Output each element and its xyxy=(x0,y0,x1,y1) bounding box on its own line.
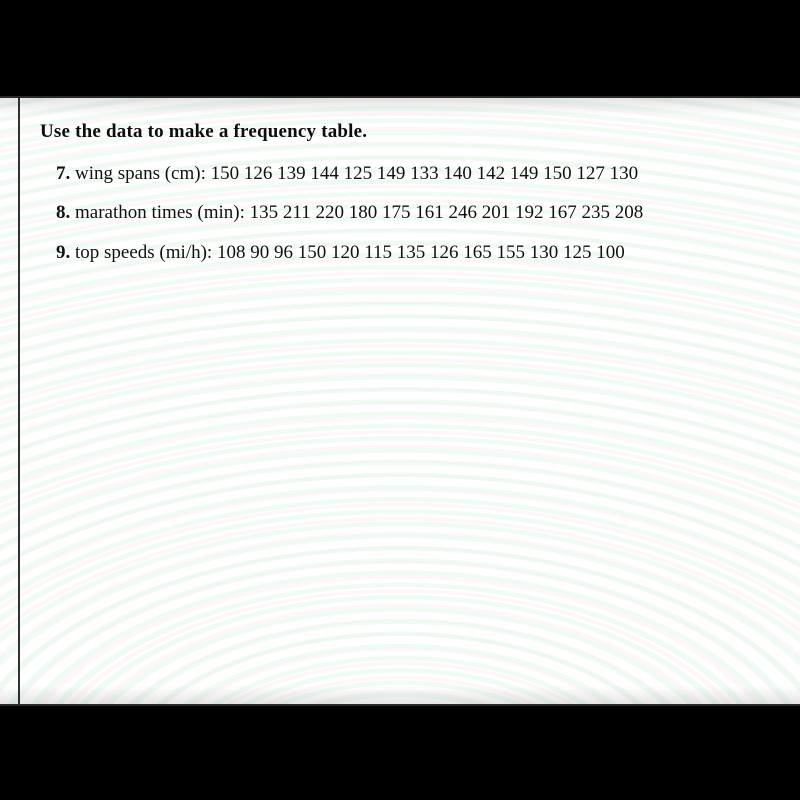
worksheet-page: Use the data to make a frequency table. … xyxy=(0,96,800,706)
problem-label: marathon times (min): xyxy=(75,202,250,223)
photo-frame: Use the data to make a frequency table. … xyxy=(0,0,800,800)
problem-7: 7. wing spans (cm): 150 126 139 144 125 … xyxy=(40,161,780,187)
problem-number: 7. xyxy=(56,163,70,184)
problem-data: 108 90 96 150 120 115 135 126 165 155 13… xyxy=(217,242,625,263)
problem-9: 9. top speeds (mi/h): 108 90 96 150 120 … xyxy=(40,240,780,266)
problem-number: 8. xyxy=(56,202,70,223)
problem-number: 9. xyxy=(56,242,70,263)
problem-data: 135 211 220 180 175 161 246 201 192 167 … xyxy=(250,202,644,223)
section-heading: Use the data to make a frequency table. xyxy=(40,120,780,145)
problem-label: wing spans (cm): xyxy=(75,163,211,184)
problem-data: 150 126 139 144 125 149 133 140 142 149 … xyxy=(211,163,639,184)
problem-label: top speeds (mi/h): xyxy=(75,242,217,263)
problem-8: 8. marathon times (min): 135 211 220 180… xyxy=(40,200,780,226)
content-block: Use the data to make a frequency table. … xyxy=(40,120,780,280)
